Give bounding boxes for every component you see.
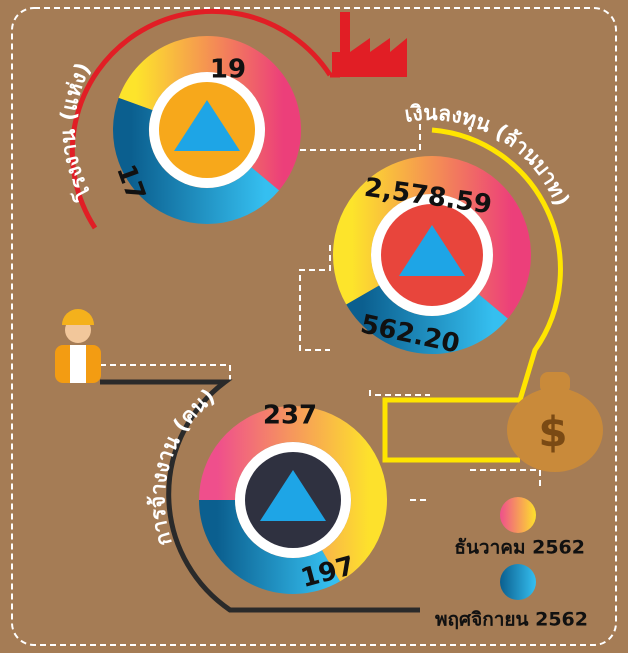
value: 237 bbox=[263, 401, 317, 431]
factory-icon bbox=[332, 12, 407, 77]
worker-icon bbox=[55, 309, 101, 383]
legend-swatch bbox=[500, 564, 536, 600]
svg-text:$: $ bbox=[538, 408, 567, 457]
legend-label: พฤศจิกายน 2562 bbox=[435, 609, 588, 631]
legend-label: ธันวาคม 2562 bbox=[454, 537, 585, 559]
value: 19 bbox=[210, 55, 246, 85]
infographic: โรงงาน (แห่ง) เงินลงทุน (ล้านบาท) การจ้า… bbox=[0, 0, 628, 653]
legend-swatch bbox=[500, 497, 536, 533]
